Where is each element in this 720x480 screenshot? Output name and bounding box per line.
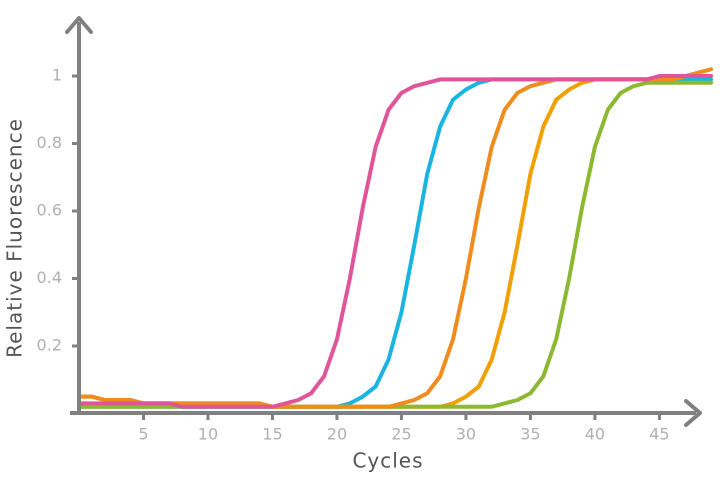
y-tick-label: 0.8: [37, 133, 62, 152]
x-tick-label: 25: [391, 425, 411, 444]
axes: [65, 16, 702, 427]
x-tick-label: 5: [138, 425, 148, 444]
x-tick-label: 20: [327, 425, 347, 444]
x-tick-label: 15: [262, 425, 282, 444]
series-line: [77, 80, 713, 409]
series-line: [77, 67, 713, 409]
x-axis-arrow: [684, 399, 702, 427]
series-line: [77, 77, 713, 409]
y-axis-label: Relative Fluorescence: [3, 118, 27, 358]
y-tick-label: 0.6: [37, 201, 62, 220]
y-tick-label: 0.4: [37, 268, 62, 287]
x-tick-label: 40: [585, 425, 605, 444]
series-line: [77, 74, 713, 409]
x-tick-label: 35: [520, 425, 540, 444]
x-tick-label: 45: [649, 425, 669, 444]
series-line: [77, 74, 713, 409]
plot-area: [77, 67, 713, 409]
y-tick-label: 0.2: [37, 336, 62, 355]
x-tick-label: 10: [198, 425, 218, 444]
y-axis-arrow: [65, 16, 93, 34]
x-tick-label: 30: [456, 425, 476, 444]
y-tick-label: 1: [52, 66, 62, 85]
x-axis-label: Cycles: [352, 449, 423, 473]
